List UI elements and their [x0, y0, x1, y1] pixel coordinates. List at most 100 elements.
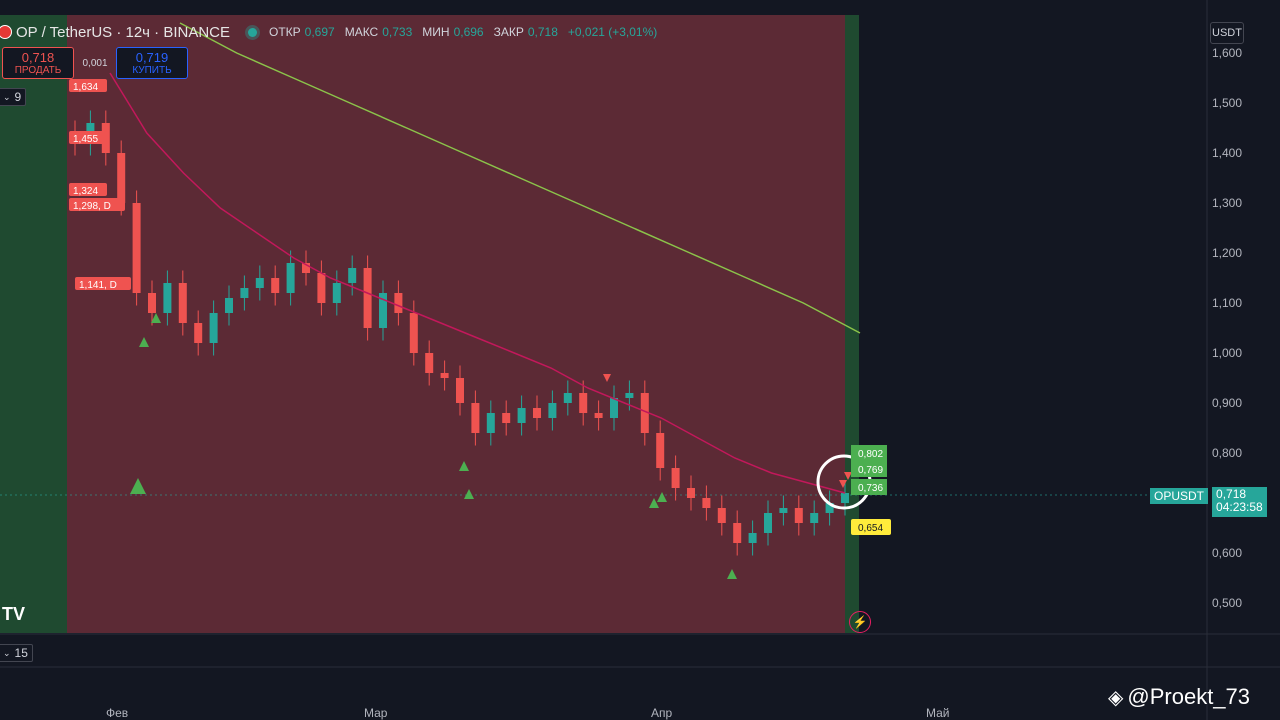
price-tick-label: 0,900 — [1212, 396, 1243, 410]
candle-body — [671, 468, 680, 488]
live-status-icon — [248, 27, 257, 37]
candle-body — [394, 293, 403, 313]
level-label-bg — [69, 79, 107, 92]
slow-ma-line — [179, 22, 861, 334]
chevron-down-icon: ⌄ — [3, 647, 11, 658]
price-tick-label: 1,200 — [1212, 246, 1243, 260]
binance-diamond-icon: ◈ — [1108, 686, 1124, 709]
candle-body — [717, 508, 726, 523]
ohlc-values: ОТКР 0,697 МАКС 0,733 МИН 0,696 ЗАКР 0,718 +… — [269, 25, 658, 39]
level-label: 0,769 — [858, 465, 883, 476]
price-tick-label: 1,300 — [1212, 196, 1243, 210]
bear-zone — [67, 15, 845, 633]
candle-body — [610, 398, 618, 418]
candle-body — [779, 508, 788, 513]
upper-pane-badge[interactable]: ⌄ 9 — [0, 88, 27, 106]
fast-ma-line — [109, 72, 846, 494]
candle-body — [286, 263, 295, 293]
candle-body — [363, 268, 372, 328]
lower-pane-badge[interactable]: ⌄ 15 — [0, 644, 33, 662]
candle-body — [563, 393, 572, 403]
candle-body — [255, 278, 264, 288]
level-label: 0,802 — [858, 449, 883, 460]
candle-body — [425, 353, 434, 373]
price-tick-label: 1,100 — [1212, 296, 1243, 310]
level-label-bg — [69, 183, 107, 196]
level-label-bg — [69, 198, 125, 211]
candle-body — [841, 493, 849, 503]
sell-signal-icon — [844, 472, 852, 480]
candle-body — [748, 533, 757, 543]
candle-body — [178, 283, 187, 323]
currency-selector[interactable]: USDT — [1210, 22, 1244, 44]
buy-signal-icon — [727, 569, 737, 579]
candle-body — [209, 313, 218, 343]
sell-signal-icon — [839, 480, 847, 488]
candle-body — [656, 433, 665, 468]
candle-body — [533, 408, 541, 418]
candle-body — [594, 413, 603, 418]
candle-body — [132, 203, 141, 293]
symbol-title[interactable]: OP / TetherUS · 12ч · BINANCE — [16, 23, 230, 41]
sell-signal-icon — [603, 374, 611, 382]
candle-body — [625, 393, 634, 398]
candle-body — [194, 323, 203, 343]
candle-body — [702, 498, 711, 508]
candle-body — [456, 378, 464, 403]
candle-body — [302, 263, 310, 273]
candle-body — [225, 298, 233, 313]
watermark: ◈ @Proekt_73 — [1108, 684, 1251, 709]
level-label: 1,455 — [73, 134, 98, 145]
level-label-bg — [851, 445, 887, 461]
tradingview-logo[interactable]: TV — [2, 604, 26, 624]
buy-signal-icon — [657, 492, 667, 502]
level-label: 1,324 — [73, 186, 98, 197]
candle-body — [163, 283, 172, 313]
candle-body — [733, 523, 742, 543]
level-label-bg — [851, 519, 891, 535]
candle-body — [440, 373, 449, 378]
candle-body — [517, 408, 526, 423]
candle-body — [810, 513, 819, 523]
candle-body — [687, 488, 695, 498]
candle-body — [825, 503, 834, 513]
buy-button[interactable]: 0,719 КУПИТЬ — [116, 47, 188, 79]
spread-value: 0,001 — [82, 57, 108, 69]
chart-header: OP / TetherUS · 12ч · BINANCE ОТКР 0,697 … — [0, 22, 663, 42]
time-tick-label: Фев — [106, 706, 129, 720]
candle-body — [764, 513, 772, 533]
bull-zone — [0, 15, 67, 633]
price-tick-label: 0,800 — [1212, 446, 1243, 460]
time-tick-label: Май — [926, 706, 950, 720]
candle-body — [640, 393, 649, 433]
buy-signal-icon — [151, 313, 161, 323]
level-label: 1,634 — [73, 82, 98, 93]
level-label: 1,141, D — [79, 280, 117, 291]
candle-body — [117, 153, 126, 203]
level-label: 1,298, D — [73, 201, 111, 212]
price-tick-label: 1,400 — [1212, 146, 1243, 160]
sell-button[interactable]: 0,718 ПРОДАТЬ — [2, 47, 74, 79]
price-tick-label: 1,600 — [1212, 46, 1243, 60]
candle-body — [409, 313, 418, 353]
candle-body — [548, 403, 557, 418]
bull-zone — [845, 15, 859, 633]
buy-signal-icon — [139, 337, 149, 347]
buy-signal-icon — [464, 489, 474, 499]
level-label-bg — [69, 131, 107, 144]
candle-body — [240, 288, 249, 298]
price-tick-label: 0,500 — [1212, 596, 1243, 610]
time-tick-label: Мар — [364, 706, 388, 720]
candle-body — [502, 413, 511, 423]
buy-signal-icon — [459, 461, 469, 471]
time-tick-label: Апр — [651, 706, 673, 720]
trade-panel: 0,718 ПРОДАТЬ 0,001 0,719 КУПИТЬ — [0, 47, 188, 79]
level-label-bg — [851, 479, 887, 495]
candle-body — [317, 273, 326, 303]
level-label-bg — [851, 461, 887, 477]
price-tick-label: 0,600 — [1212, 546, 1243, 560]
alert-bolt-icon[interactable]: ⚡ — [849, 611, 871, 633]
candle-body — [271, 278, 280, 293]
candle-body — [148, 293, 156, 313]
